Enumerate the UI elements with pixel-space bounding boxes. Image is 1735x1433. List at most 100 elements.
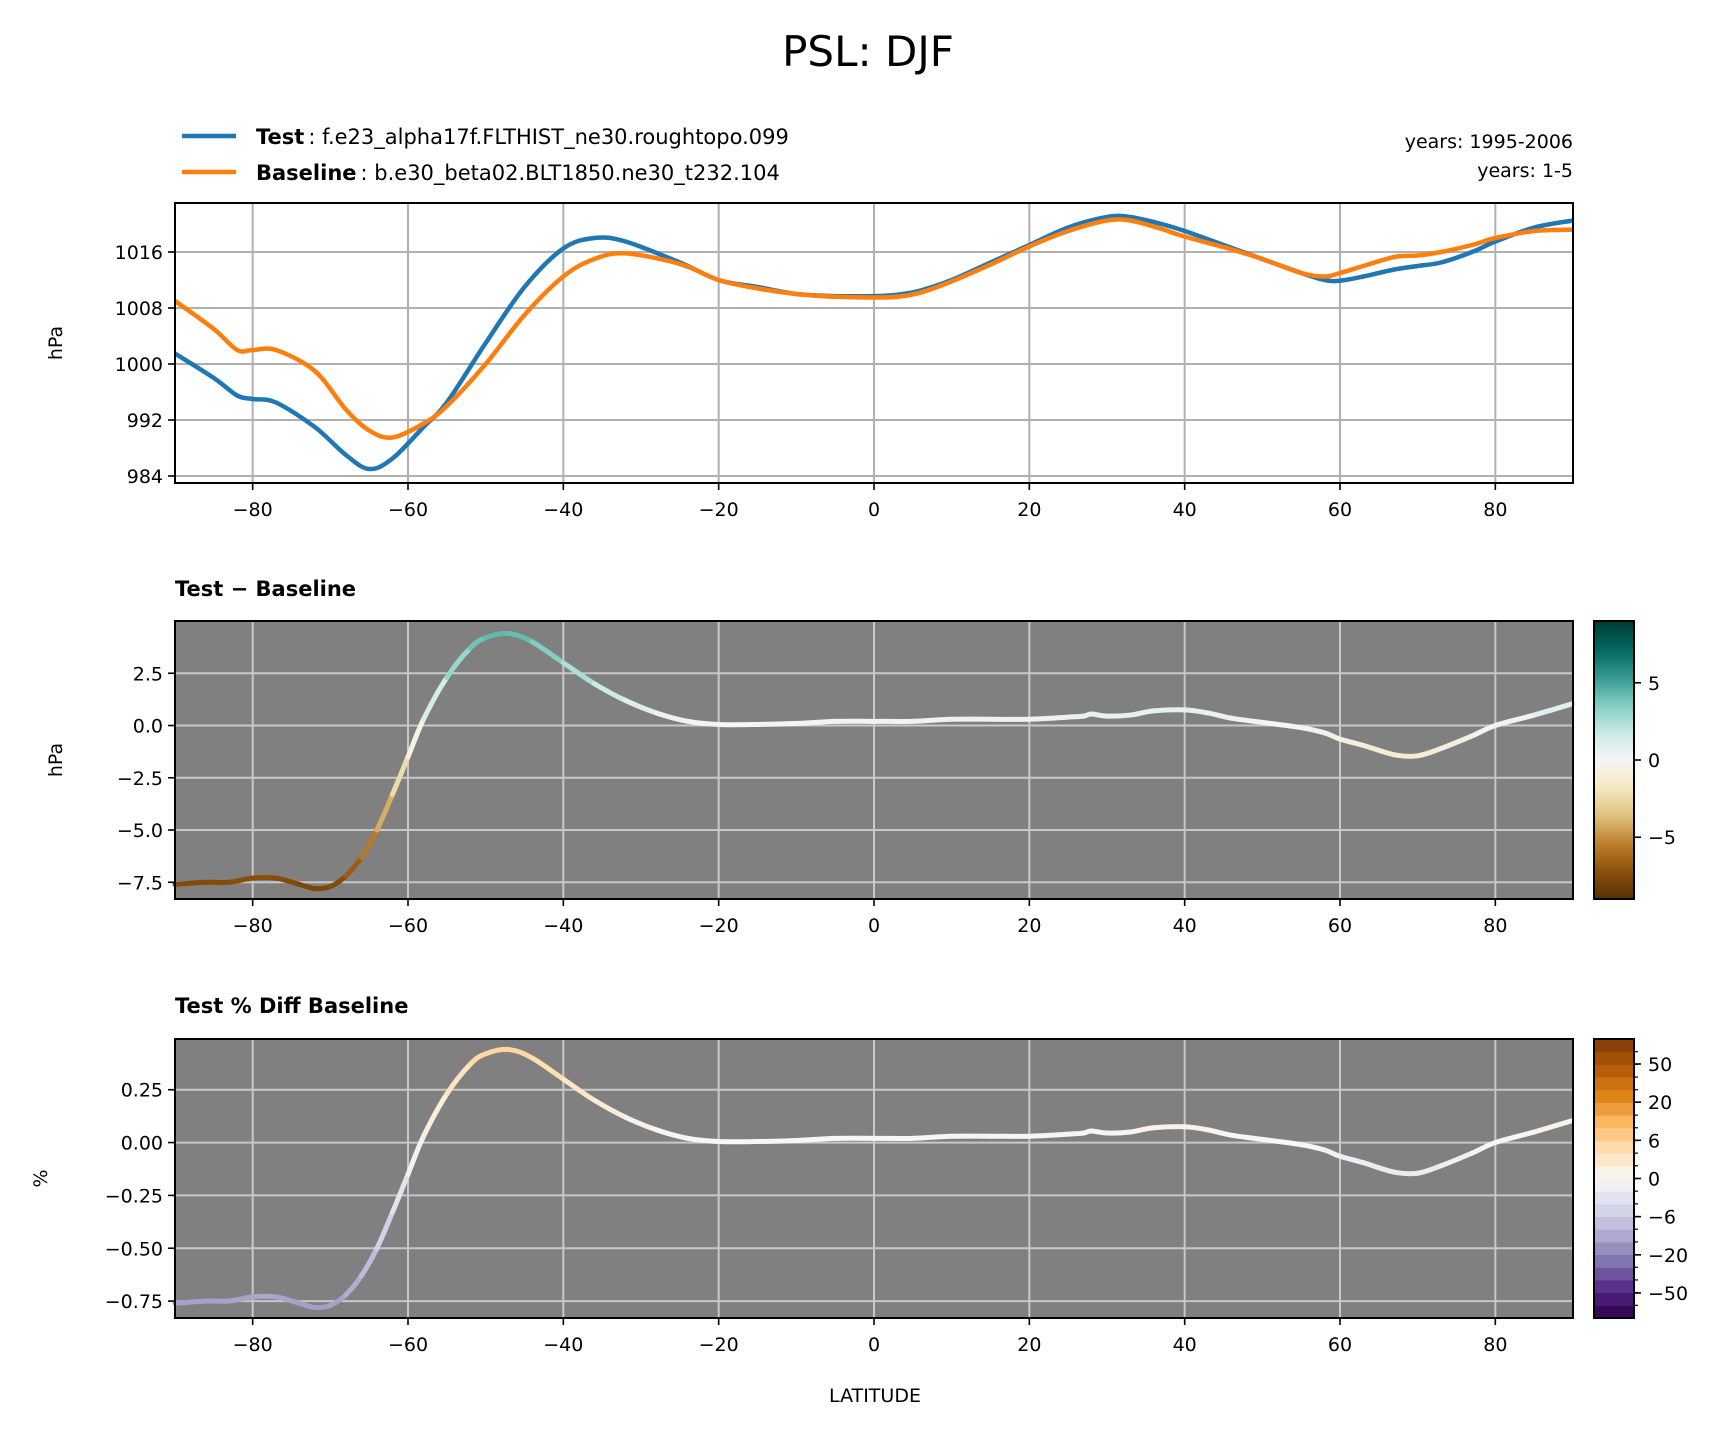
y-axis-label: hPa <box>45 743 67 777</box>
colorbar-level <box>1594 1217 1634 1230</box>
x-tick-label: 20 <box>1017 499 1041 521</box>
percent-difference-panel: −80 −60 −40 −20 0 20 40 60 80−0.75−0.50−0.250.00… <box>30 994 1688 1356</box>
series-segment <box>913 1136 952 1138</box>
x-tick-label: −60 <box>388 499 428 521</box>
x-tick-label: 40 <box>1173 915 1197 937</box>
colorbar: 50 20 6 0 −6 −20 −50 <box>1594 1039 1688 1319</box>
x-tick-label: −60 <box>388 1334 428 1356</box>
legend: Test: f.e23_alpha17f.FLTHIST_ne30.rought… <box>182 125 789 186</box>
colorbar-tick-label: 0 <box>1648 1169 1660 1191</box>
legend-test-label: Test: f.e23_alpha17f.FLTHIST_ne30.rought… <box>256 125 789 150</box>
y-tick-label: −7.5 <box>117 872 163 894</box>
years-baseline-label: years: 1-5 <box>1477 160 1573 182</box>
x-tick-label: 80 <box>1483 499 1507 521</box>
x-tick-label: 60 <box>1328 1334 1352 1356</box>
psl-djf-figure: PSL: DJF Test: f.e23_alpha17f.FLTHIST_ne… <box>0 0 1735 1433</box>
colorbar-level <box>1594 1153 1634 1166</box>
x-tick-label: 0 <box>868 499 880 521</box>
figure-title: PSL: DJF <box>782 27 954 76</box>
colorbar-tick-label: −5 <box>1648 827 1676 849</box>
y-tick-label: −2.5 <box>117 768 163 790</box>
colorbar-level <box>1594 1204 1634 1217</box>
colorbar-level <box>1594 1280 1634 1293</box>
colorbar-level <box>1594 1090 1634 1103</box>
x-tick-label: 0 <box>868 1334 880 1356</box>
colorbar-level <box>1594 1166 1634 1179</box>
series-segment <box>913 719 952 721</box>
colorbar-level <box>1594 1191 1634 1204</box>
colorbar-level <box>1594 1179 1634 1192</box>
x-tick-label: −40 <box>543 499 583 521</box>
x-tick-label: 0 <box>868 915 880 937</box>
series-segment <box>758 723 797 724</box>
panel-title: Test % Diff Baseline <box>175 994 408 1018</box>
series-segment <box>688 1138 719 1141</box>
difference-panel: −80 −60 −40 −20 0 20 40 60 80 −7.5 −5.0 −2.5 0.0 2.5 h… <box>45 577 1676 937</box>
y-axis-label: % <box>30 1169 52 1187</box>
y-tick-label: −0.25 <box>105 1185 163 1207</box>
colorbar-level <box>1594 1255 1634 1268</box>
colorbar-level <box>1594 1077 1634 1090</box>
series-segment <box>1185 1127 1208 1130</box>
x-tick-label: −40 <box>543 1334 583 1356</box>
x-tick-label: 80 <box>1483 1334 1507 1356</box>
y-tick-label: 1008 <box>115 298 163 320</box>
colorbar-level <box>1594 1052 1634 1065</box>
series-segment <box>758 1140 797 1141</box>
y-tick-label: 1000 <box>115 354 163 376</box>
series-segment <box>1185 710 1208 713</box>
colorbar-level <box>1594 1039 1634 1052</box>
colorbar-level <box>1594 1229 1634 1242</box>
y-tick-label: −0.75 <box>105 1291 163 1313</box>
x-tick-label: 60 <box>1328 499 1352 521</box>
series-segment <box>175 882 206 884</box>
x-tick-label: −60 <box>388 915 428 937</box>
series-segment <box>1394 755 1417 757</box>
x-tick-label: 40 <box>1173 499 1197 521</box>
colorbar-tick-label: −20 <box>1648 1245 1688 1267</box>
y-tick-label: −0.50 <box>105 1238 163 1260</box>
colorbar-tick-label: −6 <box>1648 1207 1676 1229</box>
series-segment <box>253 877 276 878</box>
years-test-label: years: 1995-2006 <box>1405 131 1573 153</box>
x-tick-label: −80 <box>233 1334 273 1356</box>
colorbar-gradient <box>1594 621 1634 899</box>
series-segment <box>1154 710 1185 711</box>
series-segment <box>1154 1127 1185 1128</box>
series-segment <box>1394 1172 1417 1174</box>
x-tick-label: −80 <box>233 499 273 521</box>
colorbar-level <box>1594 1267 1634 1280</box>
x-tick-label: 40 <box>1173 1334 1197 1356</box>
colorbar-tick-label: 50 <box>1648 1054 1672 1076</box>
colorbar-tick-label: 6 <box>1648 1130 1660 1152</box>
series-segment <box>1029 717 1068 719</box>
y-tick-label: 984 <box>127 466 163 488</box>
x-tick-label: −40 <box>543 915 583 937</box>
x-tick-label: 60 <box>1328 915 1352 937</box>
colorbar-level <box>1594 1305 1634 1318</box>
colorbar-tick-label: 5 <box>1648 673 1660 695</box>
x-tick-label: 80 <box>1483 915 1507 937</box>
x-tick-label: 20 <box>1017 1334 1041 1356</box>
series-segment <box>1107 1132 1130 1133</box>
series-segment <box>1107 715 1130 716</box>
panel-title: Test − Baseline <box>175 577 356 601</box>
colorbar-tick-label: 20 <box>1648 1092 1672 1114</box>
y-tick-label: 992 <box>127 410 163 432</box>
y-axis-label: hPa <box>45 326 67 360</box>
colorbar-level <box>1594 1115 1634 1128</box>
series-segment <box>175 1301 206 1303</box>
y-tick-label: 0.00 <box>121 1133 163 1155</box>
colorbar: 5 0 −5 <box>1594 621 1676 899</box>
x-tick-label: −20 <box>699 915 739 937</box>
legend-baseline-label: Baseline: b.e30_beta02.BLT1850.ne30_t232… <box>256 161 780 186</box>
x-tick-label: 20 <box>1017 915 1041 937</box>
y-tick-label: 0.0 <box>133 716 163 738</box>
colorbar-level <box>1594 1064 1634 1077</box>
x-tick-label: −20 <box>699 1334 739 1356</box>
series-segment <box>1029 1134 1068 1136</box>
mean-psl-panel: −80 −60 −40 −20 0 20 40 60 80 984 992 1000 1008 1016 h… <box>45 203 1573 521</box>
colorbar-level <box>1594 1293 1634 1306</box>
colorbar-level <box>1594 1242 1634 1255</box>
y-tick-label: −5.0 <box>117 820 163 842</box>
